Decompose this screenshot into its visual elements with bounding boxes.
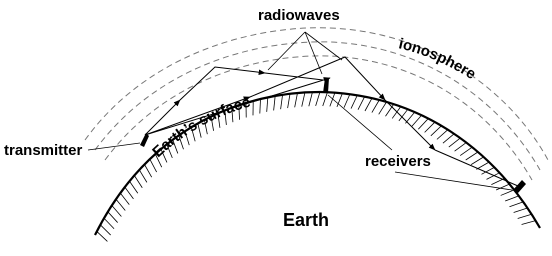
- hatch: [112, 205, 122, 216]
- hatch: [281, 95, 283, 109]
- hatch: [425, 122, 435, 132]
- hatch: [295, 93, 298, 107]
- transmitter-tower: [140, 133, 149, 147]
- radiowaves-label: radiowaves: [258, 7, 340, 24]
- hatch: [372, 100, 379, 113]
- hatch: [260, 99, 261, 114]
- page: radiowaves transmitter receivers Earth E…: [0, 0, 552, 256]
- hatch: [323, 92, 328, 106]
- hatch: [418, 119, 428, 130]
- hatch: [274, 96, 276, 110]
- hatch: [471, 157, 483, 165]
- hatch: [344, 94, 350, 107]
- hatch: [134, 176, 142, 188]
- hatch: [330, 93, 335, 107]
- hatch: [365, 98, 372, 111]
- hatch: [139, 170, 147, 182]
- hatch: [455, 143, 467, 152]
- hatch: [120, 193, 129, 204]
- hatch: [412, 115, 422, 126]
- hatch: [449, 138, 460, 147]
- hatch: [288, 94, 290, 108]
- hatch: [97, 231, 108, 241]
- ionosphere-layer: [85, 28, 548, 160]
- hatch: [100, 225, 110, 235]
- hatch: [309, 92, 313, 106]
- hatch: [443, 134, 454, 143]
- hatch: [466, 152, 478, 160]
- hatch: [505, 196, 519, 201]
- hatch: [487, 173, 500, 180]
- diagram: radiowaves transmitter receivers Earth E…: [0, 0, 552, 256]
- hatch: [518, 214, 532, 218]
- hatch: [116, 199, 125, 210]
- hatch: [358, 97, 365, 110]
- hatch: [460, 147, 472, 155]
- hatch: [509, 202, 523, 207]
- surface-label-text: Earth’s surface: [149, 93, 252, 160]
- transmitter-label: transmitter: [4, 142, 83, 159]
- earth-label: Earth: [283, 210, 329, 230]
- ray: [385, 100, 435, 150]
- surface-label: Earth’s surface: [149, 93, 252, 160]
- ray: [180, 67, 265, 100]
- hatch: [267, 97, 268, 112]
- hatch: [385, 104, 393, 116]
- hatch: [431, 126, 442, 136]
- hatch: [316, 92, 320, 106]
- hatch: [145, 164, 152, 177]
- ray: [435, 150, 518, 186]
- hatch: [108, 212, 118, 223]
- hatch: [130, 181, 138, 193]
- receivers-label: receivers: [365, 153, 431, 170]
- ionosphere-label: ionosphere: [397, 35, 479, 83]
- hatch: [351, 95, 357, 108]
- leader-line: [268, 32, 305, 70]
- hatch: [150, 159, 157, 172]
- hatch: [522, 221, 536, 225]
- hatch: [514, 208, 528, 213]
- receiver-tower: [513, 180, 526, 193]
- ionosphere-label-text: ionosphere: [397, 35, 479, 83]
- hatch: [379, 102, 387, 114]
- leader-line: [328, 95, 392, 150]
- hatch: [501, 190, 514, 196]
- hatch: [125, 187, 134, 199]
- hatch: [104, 218, 114, 228]
- hatch: [437, 130, 448, 140]
- leader-line: [395, 172, 512, 190]
- hatch: [302, 92, 305, 106]
